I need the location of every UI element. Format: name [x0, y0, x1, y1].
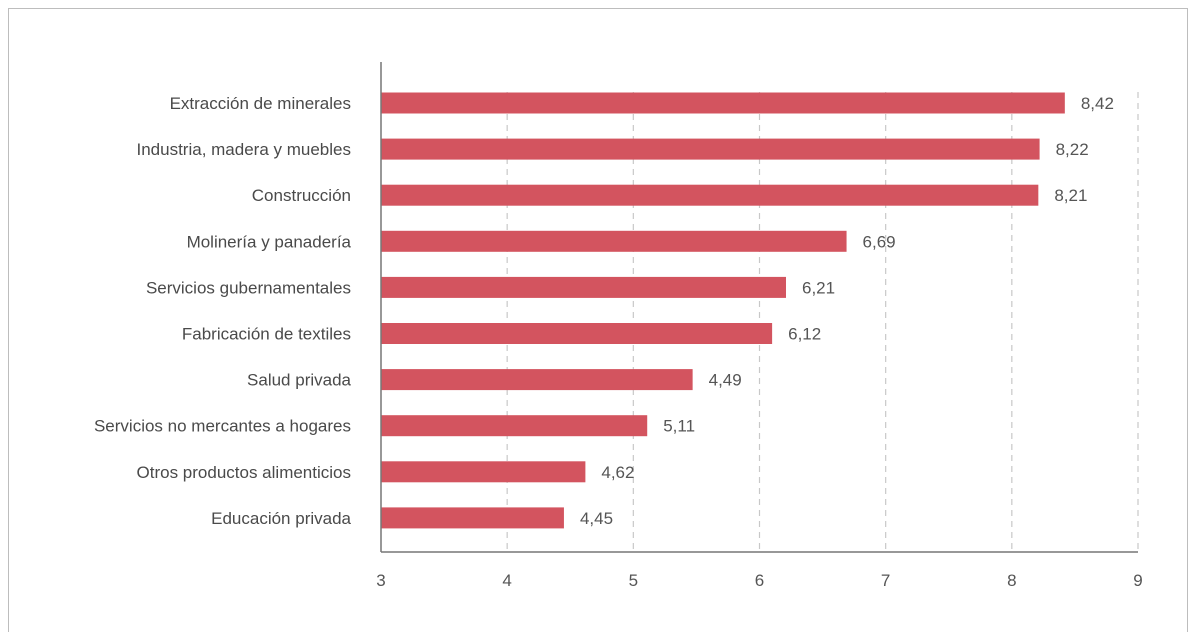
bar-4 [381, 276, 786, 298]
category-label-2: Construcción [252, 186, 351, 205]
value-label-0: 8,42 [1081, 94, 1114, 113]
labels: 8,42 Extracción de minerales 8,22 Industria… [94, 94, 1143, 590]
axes [380, 62, 1138, 553]
bars [381, 92, 1065, 529]
bar-8 [381, 461, 586, 483]
x-tick-label-3: 3 [376, 571, 385, 590]
bar-1 [381, 138, 1040, 160]
category-label-1: Industria, madera y muebles [137, 140, 352, 159]
x-tick-label-9: 9 [1133, 571, 1142, 590]
grid-lines [506, 92, 1139, 552]
category-label-9: Educación privada [211, 509, 351, 528]
bar-2 [381, 184, 1039, 206]
value-label-2: 8,21 [1054, 186, 1087, 205]
bar-3 [381, 230, 847, 252]
bar-9 [381, 507, 564, 529]
value-label-8: 4,62 [601, 463, 634, 482]
category-label-3: Molinería y panadería [187, 232, 352, 251]
bar-7 [381, 415, 648, 437]
x-tick-label-7: 7 [881, 571, 890, 590]
value-label-6: 4,49 [709, 371, 742, 390]
value-label-1: 8,22 [1056, 140, 1089, 159]
x-tick-label-5: 5 [629, 571, 638, 590]
bar-0 [381, 92, 1065, 114]
value-label-9: 4,45 [580, 509, 613, 528]
bar-6 [381, 369, 693, 391]
category-label-5: Fabricación de textiles [182, 325, 351, 344]
category-label-0: Extracción de minerales [170, 94, 351, 113]
value-label-5: 6,12 [788, 325, 821, 344]
value-label-4: 6,21 [802, 278, 835, 297]
category-label-4: Servicios gubernamentales [146, 278, 351, 297]
bar-5 [381, 323, 773, 344]
value-label-7: 5,11 [663, 417, 695, 436]
x-tick-label-8: 8 [1007, 571, 1016, 590]
value-label-3: 6,69 [863, 232, 896, 251]
category-label-6: Salud privada [247, 371, 352, 390]
x-tick-label-6: 6 [755, 571, 764, 590]
category-label-7: Servicios no mercantes a hogares [94, 417, 351, 436]
category-label-8: Otros productos alimenticios [137, 463, 351, 482]
x-tick-label-4: 4 [502, 571, 511, 590]
